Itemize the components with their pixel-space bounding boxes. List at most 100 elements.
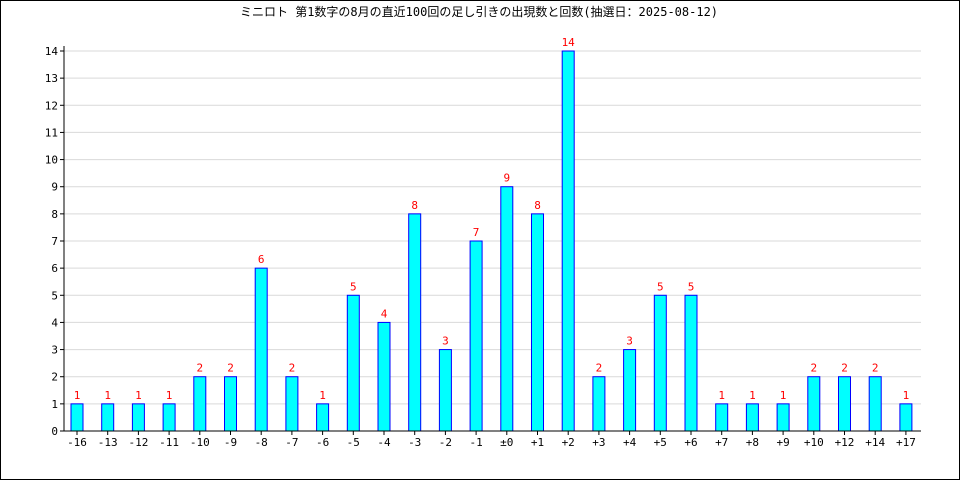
x-tick-label: -7 xyxy=(285,436,298,449)
bar-value-label: 1 xyxy=(749,389,756,402)
x-tick-label: -4 xyxy=(377,436,391,449)
y-tick-label: 14 xyxy=(45,45,59,58)
bar xyxy=(70,403,84,432)
bar-value-label: 1 xyxy=(903,389,910,402)
x-tick-label: +5 xyxy=(654,436,667,449)
x-tick-label: -11 xyxy=(159,436,179,449)
y-tick-label: 8 xyxy=(51,208,58,221)
bar xyxy=(868,376,882,432)
bar xyxy=(224,376,237,432)
bar-value-label: 8 xyxy=(411,199,418,212)
bar-value-label: 1 xyxy=(74,389,81,402)
bar xyxy=(101,403,115,432)
bar xyxy=(592,376,606,432)
bar-value-label: 3 xyxy=(442,335,449,348)
bar xyxy=(500,186,514,432)
x-tick-label: -16 xyxy=(67,436,87,449)
bar-value-label: 1 xyxy=(166,389,173,402)
bar xyxy=(131,403,145,432)
bar-value-label: 2 xyxy=(227,362,234,375)
y-tick-label: 3 xyxy=(51,344,58,357)
bar-value-label: 1 xyxy=(780,389,787,402)
y-tick-label: 4 xyxy=(51,316,58,329)
gridlines xyxy=(64,50,921,405)
y-tick-label: 10 xyxy=(45,154,58,167)
bar-value-label: 9 xyxy=(503,172,510,185)
bar xyxy=(408,213,422,432)
bar-value-label: 7 xyxy=(473,226,480,239)
bar-value-label: 1 xyxy=(718,389,725,402)
x-tick-label: -2 xyxy=(439,436,452,449)
bar-value-label: 1 xyxy=(104,389,111,402)
bar-value-label: 14 xyxy=(562,36,576,49)
x-tick-label: +9 xyxy=(776,436,789,449)
bar-value-label: 5 xyxy=(688,280,695,293)
chart-title: ミニロト 第1数字の8月の直近100回の足し引きの出現数と回数(抽選日：2025… xyxy=(240,4,718,19)
bar xyxy=(715,403,729,432)
x-tick-label: ±0 xyxy=(500,436,513,449)
bar-value-label: 1 xyxy=(135,389,142,402)
bar xyxy=(561,50,575,432)
bar xyxy=(531,213,544,432)
x-tick-label: +10 xyxy=(804,436,824,449)
bar xyxy=(285,376,299,432)
y-tick-label: 0 xyxy=(51,425,58,438)
y-tick-label: 6 xyxy=(51,262,58,275)
bar-value-label: 2 xyxy=(841,362,848,375)
x-tick-label: -9 xyxy=(224,436,237,449)
y-tick-label: 7 xyxy=(51,235,58,248)
bar-value-label: 5 xyxy=(350,280,357,293)
x-tick-label: +8 xyxy=(746,436,759,449)
bar xyxy=(254,267,268,432)
y-tick-label: 5 xyxy=(51,289,58,302)
bar-value-label: 2 xyxy=(872,362,879,375)
x-tick-label: -6 xyxy=(316,436,329,449)
data-labels: 1 1 1 1 2 2 6 2 1 5 4 8 3 7 9 8 14 2 3 5 5 1 1 1 2 2 2 1 xyxy=(74,36,910,402)
bar-value-label: 2 xyxy=(596,362,603,375)
bar xyxy=(745,403,759,432)
x-tick-label: -1 xyxy=(469,436,482,449)
x-tick-label: +7 xyxy=(715,436,728,449)
bar xyxy=(469,240,483,432)
bar-value-label: 8 xyxy=(534,199,541,212)
y-tick-label: 12 xyxy=(45,99,58,112)
x-tick-label: +3 xyxy=(592,436,605,449)
bar xyxy=(162,403,176,432)
y-tick-label: 11 xyxy=(45,126,58,139)
bar-value-label: 6 xyxy=(258,253,265,266)
x-tick-label: -10 xyxy=(190,436,210,449)
bar-value-label: 2 xyxy=(196,362,203,375)
bar xyxy=(807,376,821,432)
bar xyxy=(623,349,637,432)
x-tick-label: +17 xyxy=(896,436,916,449)
x-tick-label: +2 xyxy=(562,436,575,449)
bar-value-label: 1 xyxy=(319,389,326,402)
x-tick-label: -13 xyxy=(98,436,118,449)
bar xyxy=(776,403,790,432)
bar-value-label: 4 xyxy=(381,307,388,320)
x-tick-label: +6 xyxy=(684,436,697,449)
y-tick-label: 1 xyxy=(51,398,58,411)
y-tick-label: 2 xyxy=(51,371,58,384)
bar-value-label: 2 xyxy=(289,362,296,375)
x-tick-label: -5 xyxy=(347,436,360,449)
x-tick-label: -8 xyxy=(255,436,268,449)
y-tick-label: 13 xyxy=(45,72,58,85)
x-tick-label: +14 xyxy=(865,436,885,449)
bar xyxy=(684,294,698,432)
bar xyxy=(346,294,360,432)
bar xyxy=(438,349,452,432)
bar xyxy=(899,403,913,432)
bar xyxy=(316,403,330,432)
x-tick-label: +1 xyxy=(531,436,544,449)
bar-value-label: 5 xyxy=(657,280,664,293)
bar-value-label: 3 xyxy=(626,335,633,348)
bar xyxy=(193,376,207,432)
bar-value-label: 2 xyxy=(810,362,817,375)
bar xyxy=(653,294,667,432)
x-tick-label: -12 xyxy=(128,436,148,449)
x-tick-label: +4 xyxy=(623,436,637,449)
